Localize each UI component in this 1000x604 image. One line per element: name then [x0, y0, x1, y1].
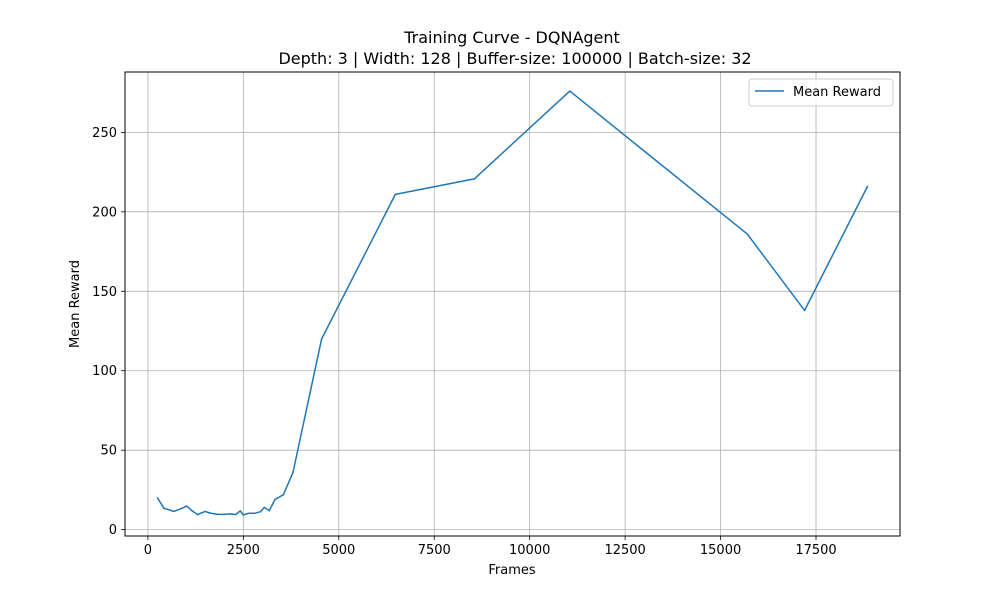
- data-point: [229, 513, 231, 515]
- y-tick-label: 100: [92, 364, 117, 379]
- data-point: [248, 512, 250, 515]
- data-point: [191, 509, 193, 512]
- data-point: [204, 510, 206, 513]
- legend: Mean Reward: [748, 78, 894, 107]
- data-point: [263, 506, 266, 509]
- data-point: [181, 507, 184, 509]
- data-point: [866, 185, 869, 188]
- x-tick-label: 7500: [418, 543, 451, 558]
- x-tick-label: 12500: [604, 543, 645, 558]
- y-tick-label: 250: [92, 126, 117, 141]
- data-point: [254, 512, 256, 515]
- data-point: [320, 338, 323, 340]
- series-points: [156, 90, 869, 516]
- x-tick-label: 15000: [700, 543, 741, 558]
- x-tick-label: 10000: [509, 543, 550, 558]
- data-point: [208, 512, 211, 514]
- series-line-mean-reward: [156, 90, 869, 516]
- y-tick-label: 150: [92, 285, 117, 300]
- y-tick-label: 50: [100, 444, 117, 459]
- plot-area-frame: [124, 71, 901, 537]
- x-tick-label: 17500: [795, 543, 836, 558]
- data-point: [274, 498, 276, 501]
- grid: [125, 72, 900, 536]
- data-point: [394, 193, 397, 196]
- x-axis: 0 2500 5000 7500 10000 12500 15000 17500: [144, 536, 837, 558]
- x-tick-label: 2500: [227, 543, 260, 558]
- data-point: [156, 497, 159, 499]
- legend-label: Mean Reward: [793, 85, 881, 100]
- data-point: [473, 178, 476, 180]
- data-point: [234, 513, 237, 516]
- data-point: [239, 510, 242, 512]
- data-point: [259, 510, 262, 513]
- data-point: [282, 493, 285, 496]
- data-point: [163, 507, 165, 509]
- y-tick-label: 200: [92, 205, 117, 220]
- y-tick-label: 0: [109, 523, 117, 538]
- data-point: [746, 233, 749, 235]
- y-axis: 0 50 100 150 200 250: [92, 126, 125, 538]
- legend-frame: [748, 78, 894, 107]
- x-tick-label: 5000: [322, 543, 355, 558]
- data-point: [173, 510, 175, 513]
- data-point: [215, 513, 218, 516]
- x-axis-label: Frames: [488, 563, 536, 578]
- data-point: [186, 505, 188, 507]
- chart-subtitle: Depth: 3 | Width: 128 | Buffer-size: 100…: [278, 49, 751, 68]
- x-tick-label: 0: [144, 543, 152, 558]
- data-point: [196, 513, 199, 516]
- data-point: [803, 309, 806, 312]
- data-point: [268, 509, 271, 512]
- data-point: [568, 90, 571, 92]
- data-point: [242, 514, 245, 516]
- y-axis-label: Mean Reward: [68, 260, 83, 348]
- data-point: [223, 513, 226, 516]
- chart-title: Training Curve - DQNAgent: [403, 28, 620, 47]
- data-point: [292, 471, 294, 474]
